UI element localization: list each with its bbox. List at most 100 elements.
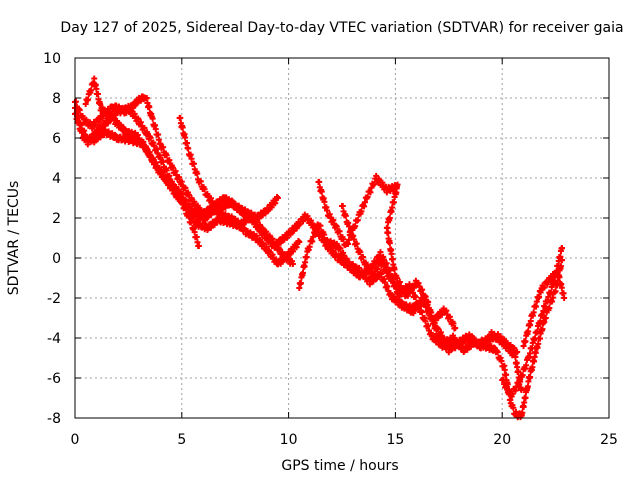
data-point xyxy=(93,85,100,92)
data-point xyxy=(135,115,142,122)
data-point xyxy=(527,317,534,324)
data-point xyxy=(316,178,323,185)
data-point xyxy=(358,208,365,215)
data-point xyxy=(386,240,393,247)
data-point xyxy=(347,227,354,234)
y-tick-label: 2 xyxy=(52,211,61,227)
data-point xyxy=(303,254,310,261)
data-point xyxy=(432,325,439,332)
data-point xyxy=(360,254,367,261)
data-point xyxy=(393,183,400,190)
data-point xyxy=(494,349,501,356)
data-point xyxy=(333,223,340,230)
data-point xyxy=(537,335,544,342)
data-point xyxy=(97,100,104,107)
y-tick-label: 8 xyxy=(52,91,61,107)
data-point xyxy=(274,195,281,201)
data-point xyxy=(531,335,538,342)
data-point xyxy=(182,185,189,192)
data-point xyxy=(561,295,568,301)
data-point xyxy=(523,362,530,369)
data-point xyxy=(182,134,189,141)
data-point xyxy=(177,114,184,121)
data-point xyxy=(522,394,529,401)
x-tick-label: 15 xyxy=(386,432,404,448)
y-tick-label: -2 xyxy=(47,291,61,307)
x-axis-tick-labels: 0 5 10 15 20 25 xyxy=(71,432,618,448)
data-point xyxy=(75,119,82,126)
data-point xyxy=(340,236,347,243)
data-point xyxy=(352,223,359,230)
data-point xyxy=(556,274,563,281)
data-point xyxy=(371,181,378,188)
data-point xyxy=(312,229,319,236)
data-point xyxy=(91,75,98,82)
data-point xyxy=(418,309,425,316)
y-axis-tick-labels: -8 -6 -4 -2 0 2 4 6 8 10 xyxy=(43,51,61,427)
data-point xyxy=(529,345,536,352)
data-point xyxy=(85,96,92,103)
data-point xyxy=(519,372,526,379)
y-tick-label: -4 xyxy=(47,331,61,347)
data-point xyxy=(152,126,159,133)
data-point xyxy=(377,249,384,256)
axis-ticks xyxy=(74,57,610,419)
data-point xyxy=(503,383,510,390)
data-point xyxy=(76,107,83,114)
data-point xyxy=(557,253,564,260)
data-point xyxy=(353,240,360,247)
data-point xyxy=(536,293,543,300)
data-point xyxy=(518,387,525,393)
data-point xyxy=(363,261,370,268)
data-point xyxy=(147,134,154,141)
data-point xyxy=(179,124,186,131)
data-point xyxy=(345,223,352,230)
data-point xyxy=(88,87,95,94)
data-points xyxy=(72,75,568,421)
series-track-7 xyxy=(315,172,525,393)
data-point xyxy=(510,404,517,411)
data-point xyxy=(525,328,532,335)
data-point xyxy=(391,266,398,273)
data-point xyxy=(72,110,79,117)
data-point xyxy=(389,199,396,206)
data-point xyxy=(396,293,403,300)
data-point xyxy=(194,170,201,177)
data-point xyxy=(541,303,548,310)
data-point xyxy=(416,303,423,310)
data-point xyxy=(188,195,195,202)
data-point xyxy=(339,202,346,209)
data-point xyxy=(558,284,565,291)
data-point xyxy=(321,198,328,205)
data-point xyxy=(452,325,459,331)
data-point xyxy=(387,209,394,216)
data-point xyxy=(354,217,361,224)
data-point xyxy=(555,263,562,270)
data-point xyxy=(539,326,546,333)
data-point xyxy=(527,374,534,381)
y-tick-label: 4 xyxy=(52,171,61,187)
data-point xyxy=(364,193,371,200)
data-point xyxy=(336,228,343,235)
data-point xyxy=(394,275,401,282)
data-point xyxy=(306,243,313,250)
x-tick-label: 0 xyxy=(71,432,80,448)
x-tick-label: 5 xyxy=(177,432,186,448)
data-point xyxy=(163,152,170,159)
data-point xyxy=(385,229,392,236)
data-point xyxy=(422,293,429,300)
data-point xyxy=(188,155,195,162)
data-point xyxy=(191,229,198,236)
data-point xyxy=(78,129,85,136)
data-point xyxy=(428,309,434,316)
data-point xyxy=(526,350,533,357)
data-point xyxy=(94,90,101,97)
data-point xyxy=(317,222,324,229)
data-point xyxy=(552,288,559,295)
y-tick-label: 0 xyxy=(52,251,61,267)
data-point xyxy=(537,318,544,325)
data-point xyxy=(201,186,208,193)
data-point xyxy=(193,233,200,240)
y-tick-label: -8 xyxy=(47,411,61,427)
